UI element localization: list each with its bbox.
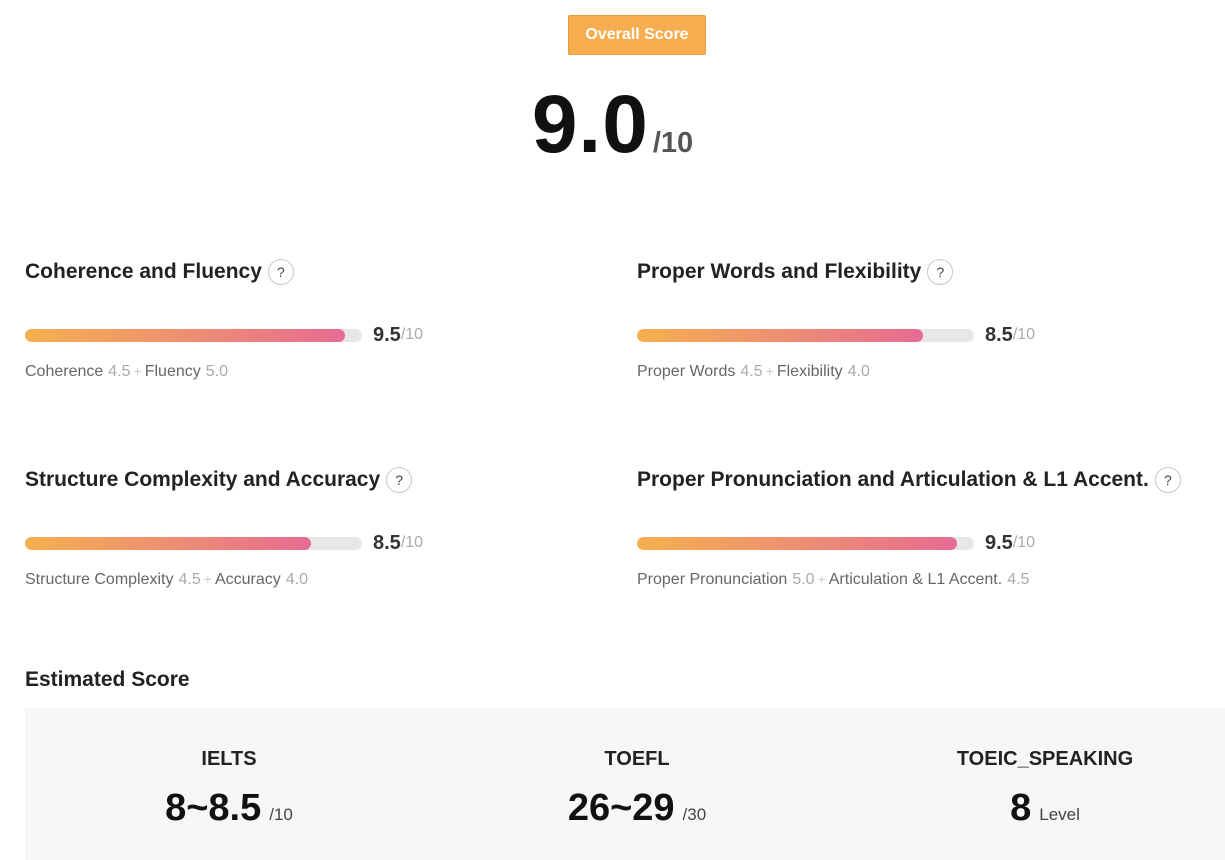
category-score: 8.5 [373,531,401,554]
category-title: Structure Complexity and Accuracy [25,468,381,491]
subscore-row: Proper Words 4.5 + Flexibility 4.0 [637,363,1197,381]
score-bar-fill [637,328,924,342]
category-structure-complexity-accuracy: Structure Complexity and Accuracy ? 8.5/… [25,465,585,589]
score-bar-fill [25,328,346,342]
subscore-label: Accuracy [214,571,281,588]
category-score-max: /10 [400,326,424,343]
subscore-label: Structure Complexity [25,571,174,588]
subscore-value: 4.5 [1007,571,1030,588]
score-bar [637,536,974,550]
category-score: 8.5 [985,323,1013,346]
subscore-value: 5.0 [792,571,815,588]
test-unit: /10 [269,805,293,824]
score-bar [637,328,974,342]
plus-sign: + [765,363,774,379]
category-coherence-fluency: Coherence and Fluency ? 9.5/10 Coherence… [25,257,585,381]
help-icon[interactable]: ? [267,259,294,285]
subscore-row: Proper Pronunciation 5.0 + Articulation & L… [637,571,1217,589]
category-title: Proper Words and Flexibility [637,260,922,283]
subscore-label: Fluency [144,363,201,380]
subscore-value: 5.0 [205,363,228,380]
score-bar [25,328,362,342]
plus-sign: + [203,571,212,587]
overall-score-badge: Overall Score [568,15,706,55]
score-bar-fill [637,536,958,550]
category-score: 9.5 [985,531,1013,554]
subscore-value: 4.5 [178,571,201,588]
category-title: Proper Pronunciation and Articulation & … [637,468,1149,491]
test-name: TOEIC_SPEAKING [956,748,1134,770]
subscore-label: Coherence [25,363,104,380]
estimated-test-toefl: TOEFL 26~29/30 [433,708,841,830]
help-icon[interactable]: ? [386,467,413,493]
score-bar-fill [25,536,312,550]
subscore-row: Structure Complexity 4.5 + Accuracy 4.0 [25,571,585,589]
test-name: IELTS [201,748,257,770]
subscore-value: 4.0 [847,363,870,380]
subscore-label: Proper Pronunciation [637,571,788,588]
help-icon[interactable]: ? [927,259,954,285]
estimated-score-panel: IELTS 8~8.5/10 TOEFL 26~29/30 TOEIC_SPEA… [25,708,1225,860]
test-unit: Level [1039,805,1080,824]
category-score-max: /10 [1012,534,1036,551]
plus-sign: + [817,571,826,587]
test-unit: /30 [682,805,707,824]
subscore-label: Articulation & L1 Accent. [828,571,1003,588]
subscore-value: 4.5 [108,363,131,380]
category-score-max: /10 [400,534,424,551]
category-title: Coherence and Fluency [25,260,262,283]
help-icon[interactable]: ? [1154,467,1181,493]
test-score: 8~8.5 [165,787,262,829]
category-proper-words-flexibility: Proper Words and Flexibility ? 8.5/10 Pr… [637,257,1197,381]
category-score-max: /10 [1012,326,1036,343]
test-score: 8 [1010,787,1032,829]
category-pronunciation-articulation: Proper Pronunciation and Articulation & … [637,465,1217,589]
estimated-test-ielts: IELTS 8~8.5/10 [25,708,433,830]
category-score: 9.5 [373,323,401,346]
subscore-value: 4.5 [740,363,763,380]
subscore-value: 4.0 [285,571,308,588]
test-name: TOEFL [604,748,670,770]
estimated-score-heading: Estimated Score [25,668,190,691]
subscore-row: Coherence 4.5 + Fluency 5.0 [25,363,585,381]
score-bar [25,536,362,550]
overall-score: 9.0/10 [0,78,1225,172]
overall-score-value: 9.0 [531,79,649,170]
subscore-label: Flexibility [776,363,843,380]
subscore-label: Proper Words [637,363,736,380]
estimated-test-toeic-speaking: TOEIC_SPEAKING 8 Level [841,708,1225,830]
plus-sign: + [133,363,142,379]
overall-score-max: /10 [652,127,694,159]
test-score: 26~29 [567,787,675,829]
